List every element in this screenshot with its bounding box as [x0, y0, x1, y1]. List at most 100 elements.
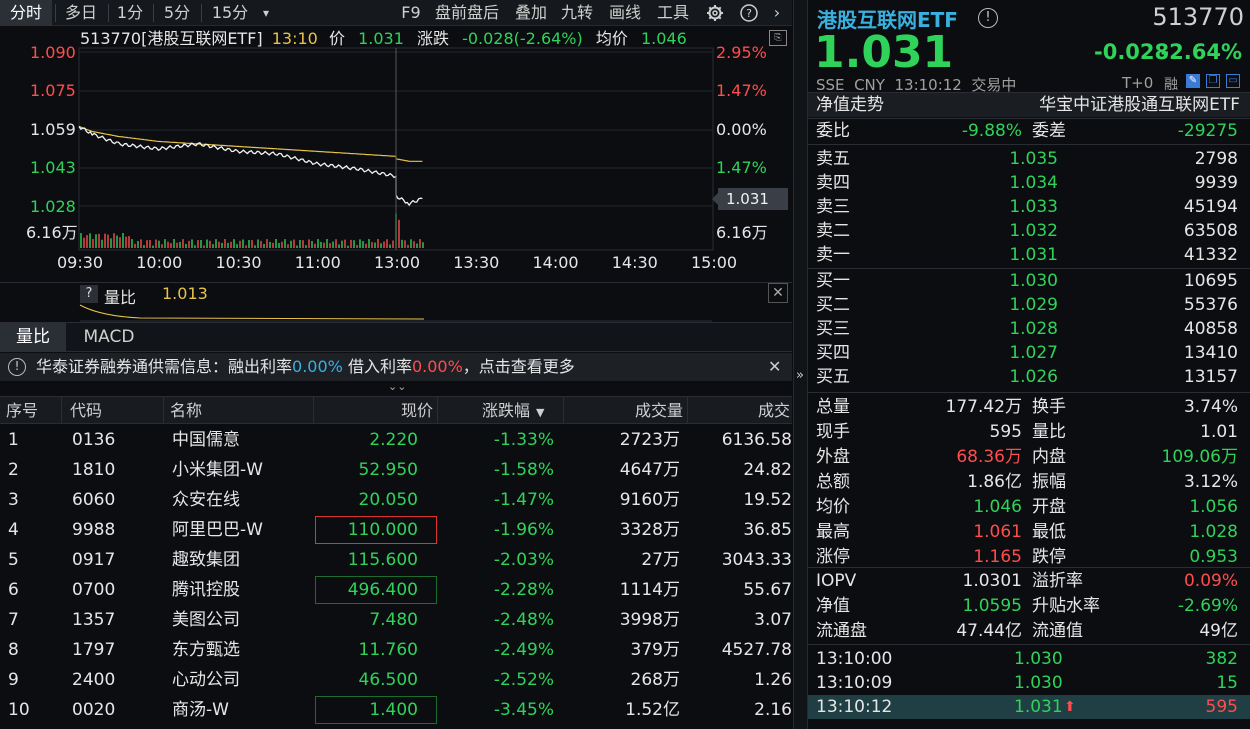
row-index: 6 — [8, 580, 19, 600]
table-row[interactable]: 10 0020 商汤-W 1.400 -3.45% 1.52亿 2.16 — [0, 695, 792, 725]
chart-change: -0.028(-2.64%) — [462, 29, 583, 48]
order-diff-value: -29275 — [1177, 121, 1238, 141]
collapse-arrow-icon[interactable]: » — [796, 368, 804, 383]
order-book-row[interactable]: 卖三 1.033 45194 — [808, 195, 1250, 219]
row-price: 110.000 — [314, 515, 438, 545]
time-tick: 15:00 — [691, 253, 738, 272]
col-volume[interactable]: 成交量 — [564, 397, 688, 424]
tab-intraday[interactable]: 分时 — [0, 0, 52, 26]
stat-value: 1.028 — [1189, 522, 1238, 542]
col-code[interactable]: 代码 — [62, 397, 164, 424]
row-change-pct: -2.28% — [493, 580, 554, 600]
overlay-button[interactable]: 叠加 — [514, 3, 547, 22]
col-change-pct-label: 涨跌幅 — [482, 401, 531, 420]
etf-stat-row: IOPV 1.0301 溢折率 0.09% — [808, 569, 1250, 593]
level-label: 卖一 — [816, 245, 850, 265]
row-change-pct: -2.49% — [493, 640, 554, 660]
table-row[interactable]: 1 0136 中国儒意 2.220 -1.33% 2723万 6136.58 — [0, 425, 792, 455]
stat-value: 1.056 — [1189, 497, 1238, 517]
level-price: 1.029 — [1009, 295, 1058, 315]
order-book-row[interactable]: 卖一 1.031 41332 — [808, 243, 1250, 267]
tab-5min[interactable]: 5分 — [163, 3, 191, 22]
table-row[interactable]: 4 9988 阿里巴巴-W 110.000 -1.96% 3328万 36.85 — [0, 515, 792, 545]
time-tick: 11:00 — [294, 253, 341, 272]
order-book-row[interactable]: 买三 1.028 40858 — [808, 317, 1250, 341]
order-book-row[interactable]: 买四 1.027 13410 — [808, 341, 1250, 365]
level-label: 卖三 — [816, 197, 850, 217]
row-price: 1.400 — [314, 695, 438, 725]
table-row[interactable]: 7 1357 美图公司 7.480 -2.48% 3998万 3.07 — [0, 605, 792, 635]
question-icon[interactable]: ? — [80, 285, 98, 303]
left-tick: 1.090 — [30, 43, 76, 62]
banner-text: 华泰证券融券通供需信息：融出利率0.00% 借入利率0.00%，点击查看更多 — [36, 357, 575, 376]
nav-trend-row[interactable]: 净值走势 华宝中证港股通互联网ETF — [808, 93, 1250, 117]
draw-button[interactable]: 画线 — [608, 3, 641, 22]
tab-1min[interactable]: 1分 — [116, 3, 144, 22]
row-code: 0020 — [72, 700, 116, 720]
col-change-pct[interactable]: 涨跌幅 ▼ — [438, 397, 564, 424]
etf-stat-value: 1.0301 — [962, 571, 1022, 591]
export-icon[interactable]: ⎘ — [769, 30, 787, 46]
stat-label: 涨停 — [816, 547, 850, 567]
intraday-chart[interactable]: 1.031 — [0, 26, 792, 282]
table-row[interactable]: 9 2400 心动公司 46.500 -2.52% 268万 1.26 — [0, 665, 792, 695]
table-row[interactable]: 3 6060 众安在线 20.050 -1.47% 9160万 19.52 — [0, 485, 792, 515]
tab-macd[interactable]: MACD — [83, 327, 135, 347]
level-price: 1.028 — [1009, 319, 1058, 339]
info-icon[interactable]: ! — [978, 8, 998, 28]
nine-turn-button[interactable]: 九转 — [560, 3, 593, 22]
f9-button[interactable]: F9 — [401, 3, 421, 22]
trade-tick-row[interactable]: 13:10:09 1.030 15 — [808, 671, 1250, 695]
tab-volume-ratio[interactable]: 量比 — [0, 323, 66, 352]
row-name: 商汤-W — [172, 700, 229, 720]
etf-stat-value: -2.69% — [1177, 596, 1238, 616]
table-row[interactable]: 2 1810 小米集团-W 52.950 -1.58% 4647万 24.82 — [0, 455, 792, 485]
row-change-pct: -2.52% — [493, 670, 554, 690]
stat-label: 振幅 — [1032, 472, 1066, 492]
chart-security-title: 513770[港股互联网ETF] — [80, 29, 263, 48]
period-dropdown-icon[interactable]: ▾ — [262, 6, 270, 20]
time-tick: 14:00 — [532, 253, 579, 272]
edit-icon[interactable]: ✎ — [1186, 74, 1200, 88]
order-book-row[interactable]: 买二 1.029 55376 — [808, 293, 1250, 317]
col-turnover[interactable]: 成交 — [757, 401, 790, 420]
premarket-button[interactable]: 盘前盘后 — [434, 3, 499, 22]
trade-tick-row[interactable]: 13:10:12 1.031 ⬆ 595 — [808, 695, 1250, 719]
col-name[interactable]: 名称 — [164, 397, 314, 424]
trade-tick-row[interactable]: 13:10:00 1.030 382 — [808, 647, 1250, 671]
order-book-row[interactable]: 买五 1.026 13157 — [808, 365, 1250, 389]
right-tick: 1.47% — [716, 158, 767, 177]
row-index: 3 — [8, 490, 19, 510]
order-book-row[interactable]: 卖二 1.032 63508 — [808, 219, 1250, 243]
order-book-row[interactable]: 买一 1.030 10695 — [808, 269, 1250, 293]
order-book-row[interactable]: 卖五 1.035 2798 — [808, 147, 1250, 171]
tab-15min[interactable]: 15分 — [211, 3, 249, 22]
window-icon[interactable]: ▭ — [1226, 74, 1240, 88]
panel-divider[interactable]: » — [793, 0, 808, 729]
col-price[interactable]: 现价 — [314, 397, 438, 424]
tools-button[interactable]: 工具 — [656, 3, 689, 22]
table-row[interactable]: 6 0700 腾讯控股 496.400 -2.28% 1114万 55.67 — [0, 575, 792, 605]
help-icon[interactable]: ? — [736, 0, 762, 26]
margin-info-banner[interactable]: ! 华泰证券融券通供需信息：融出利率0.00% 借入利率0.00%，点击查看更多… — [0, 353, 792, 381]
row-volume: 9160万 — [619, 490, 680, 510]
close-icon[interactable]: ✕ — [768, 357, 782, 376]
table-row[interactable]: 5 0917 趣致集团 115.600 -2.03% 27万 3043.33 — [0, 545, 792, 575]
row-price: 52.950 — [358, 460, 418, 480]
right-tick: 1.47% — [716, 81, 767, 100]
tab-multiday[interactable]: 多日 — [64, 3, 97, 22]
row-code: 9988 — [72, 520, 116, 540]
close-icon[interactable]: ✕ — [768, 283, 788, 303]
gear-icon[interactable] — [702, 0, 728, 26]
order-book-row[interactable]: 卖四 1.034 9939 — [808, 171, 1250, 195]
col-index[interactable]: 序号 — [0, 397, 62, 424]
time-tick: 13:00 — [374, 253, 421, 272]
average-price-line — [78, 125, 423, 162]
table-row[interactable]: 8 1797 东方甄选 11.760 -2.49% 379万 4527.78 — [0, 635, 792, 665]
chevron-right-icon[interactable]: › — [773, 3, 781, 22]
copy-icon[interactable]: ❐ — [1206, 74, 1220, 88]
row-change-pct: -2.03% — [493, 550, 554, 570]
row-index: 7 — [8, 610, 19, 630]
expand-icon[interactable]: ⌄⌄ — [388, 380, 407, 393]
level-label: 卖五 — [816, 149, 850, 169]
